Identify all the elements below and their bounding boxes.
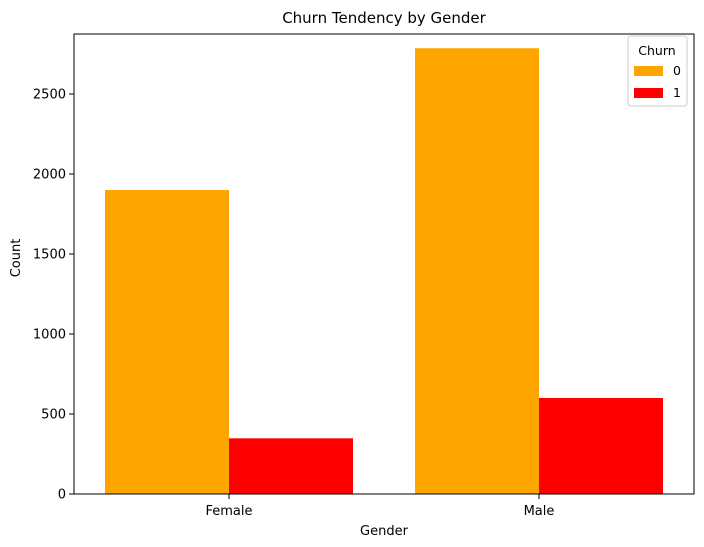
legend-swatch-churn-0 <box>634 66 663 76</box>
legend-label-churn-1: 1 <box>673 85 681 100</box>
plot-frame <box>73 33 695 495</box>
legend-title: Churn <box>638 43 675 58</box>
y-axis-title: Count <box>9 239 24 278</box>
x-axis-title: Gender <box>360 524 409 539</box>
y-tick-label: 1500 <box>33 248 66 263</box>
y-tick-label: 2000 <box>33 168 66 183</box>
legend-swatch-churn-1 <box>634 88 663 98</box>
legend-label-churn-0: 0 <box>673 63 681 78</box>
legend-entries: 01 <box>634 63 681 100</box>
bar-male-churn-0 <box>415 48 539 495</box>
bar-female-churn-1 <box>229 438 353 494</box>
plot-area: 0 500 1000 1500 2000 2500 Female Male <box>33 33 695 519</box>
chart-title: Churn Tendency by Gender <box>282 9 486 27</box>
legend: Churn 01 <box>627 35 688 107</box>
x-tick-label: Female <box>205 504 252 519</box>
bar-female-churn-0 <box>105 190 229 494</box>
bar-male-churn-1 <box>539 398 663 494</box>
y-tick-label: 2500 <box>33 88 66 103</box>
y-tick-label: 500 <box>41 408 66 423</box>
y-tick-label: 0 <box>58 488 66 503</box>
y-tick-label: 1000 <box>33 328 66 343</box>
x-tick-label: Male <box>524 504 555 519</box>
